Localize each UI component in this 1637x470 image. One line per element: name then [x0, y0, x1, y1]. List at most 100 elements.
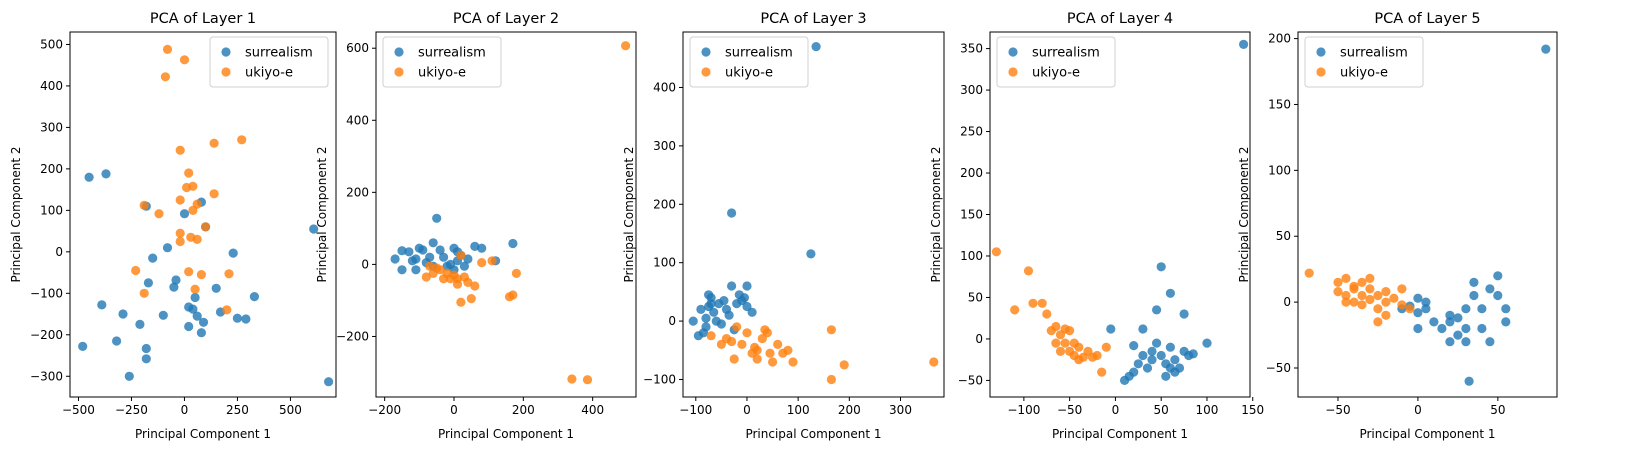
data-point-surrealism	[1147, 346, 1157, 356]
data-point-surrealism	[169, 282, 179, 292]
data-point-ukiyo-e	[1010, 305, 1020, 315]
series-surrealism	[1397, 44, 1551, 386]
data-point-surrealism	[211, 283, 221, 293]
data-point-ukiyo-e	[839, 360, 849, 370]
x-tick-label: 0	[450, 403, 458, 417]
x-tick-label: 150	[1241, 403, 1264, 417]
series-ukiyo-e	[421, 41, 631, 385]
data-point-surrealism	[688, 316, 698, 326]
legend: surrealism ukiyo-e	[689, 36, 809, 88]
pca-panel-layer-5: −50 0 50 −50 0 50 100 150 200 PCA of Layer 5 Princ…	[1237, 11, 1558, 441]
data-point-ukiyo-e	[773, 339, 783, 349]
data-point-surrealism	[1202, 338, 1212, 348]
y-tick-label: −50	[958, 373, 983, 387]
data-point-surrealism	[241, 314, 251, 324]
data-point-ukiyo-e	[732, 322, 742, 332]
data-point-surrealism	[78, 341, 88, 351]
data-point-ukiyo-e	[154, 209, 164, 219]
data-point-surrealism	[407, 256, 417, 266]
data-point-surrealism	[701, 313, 711, 323]
data-point-surrealism	[1453, 313, 1463, 323]
data-point-ukiyo-e	[826, 374, 837, 385]
data-point-surrealism	[739, 293, 750, 303]
y-tick-label: 300	[40, 120, 63, 134]
x-axis-label: Principal Component 1	[1359, 427, 1495, 441]
y-tick-label: 100	[1268, 163, 1291, 177]
data-point-ukiyo-e	[421, 272, 431, 282]
data-point-ukiyo-e	[1341, 273, 1351, 283]
x-tick-label: 300	[889, 403, 912, 417]
data-point-surrealism	[1469, 290, 1479, 301]
y-tick-label: 500	[40, 37, 63, 51]
panel-title: PCA of Layer 3	[760, 11, 866, 27]
data-point-surrealism	[249, 292, 259, 302]
data-point-surrealism	[418, 245, 428, 255]
data-point-ukiyo-e	[439, 274, 449, 284]
data-point-ukiyo-e	[1405, 304, 1415, 314]
data-point-surrealism	[411, 265, 421, 275]
data-point-ukiyo-e	[1357, 300, 1367, 310]
pca-panel-layer-4: −100 −50 0 50 100 150 −50 0 50 100 150 200 250 300 350…	[929, 11, 1264, 441]
x-axis-label: Principal Component 1	[135, 427, 271, 441]
data-point-ukiyo-e	[1365, 294, 1375, 305]
series-ukiyo-e	[131, 44, 247, 315]
data-point-surrealism	[1152, 305, 1162, 315]
data-point-surrealism	[1106, 324, 1116, 334]
data-point-ukiyo-e	[1065, 326, 1075, 336]
legend-frame	[382, 36, 502, 88]
data-point-ukiyo-e	[466, 294, 476, 304]
data-point-surrealism	[811, 42, 821, 52]
x-axis-label: Principal Component 1	[745, 427, 881, 441]
data-point-surrealism	[696, 304, 706, 314]
y-tick-label: 400	[346, 113, 369, 127]
data-point-ukiyo-e	[1349, 297, 1359, 307]
data-point-surrealism	[397, 265, 407, 275]
data-point-surrealism	[184, 321, 194, 332]
data-point-surrealism	[1129, 367, 1139, 377]
data-point-surrealism	[1437, 323, 1447, 334]
data-point-ukiyo-e	[567, 374, 577, 384]
y-tick-label: 300	[653, 139, 676, 153]
legend-marker-ukiyo-e	[1316, 67, 1326, 77]
y-tick-label: 200	[1268, 32, 1291, 46]
panel-title: PCA of Layer 2	[453, 11, 559, 27]
data-point-ukiyo-e	[1373, 304, 1383, 314]
data-point-ukiyo-e	[224, 269, 234, 279]
data-point-ukiyo-e	[139, 288, 149, 298]
legend-marker-surrealism	[221, 47, 231, 57]
data-point-surrealism	[477, 243, 487, 253]
y-tick-label: −200	[30, 328, 63, 342]
data-point-ukiyo-e	[1341, 297, 1351, 307]
data-point-surrealism	[701, 322, 711, 332]
data-point-ukiyo-e	[788, 357, 798, 367]
x-tick-label: 200	[512, 403, 535, 417]
data-point-ukiyo-e	[929, 357, 939, 367]
y-axis-label: Principal Component 2	[929, 146, 943, 282]
legend-marker-ukiyo-e	[701, 67, 711, 77]
x-tick-label: −500	[62, 403, 95, 417]
data-point-ukiyo-e	[1055, 346, 1066, 356]
y-axis-label: Principal Component 2	[9, 146, 23, 282]
y-axis-label: Principal Component 2	[1237, 146, 1251, 282]
pca-panel-layer-3: −100 0 100 200 300 −100 0 100 200 300 400 PCA of La…	[622, 11, 945, 441]
data-point-ukiyo-e	[131, 265, 141, 276]
y-tick-label: 50	[1276, 229, 1291, 243]
x-tick-label: 50	[1490, 403, 1505, 417]
data-point-ukiyo-e	[1097, 367, 1107, 377]
series-ukiyo-e	[706, 322, 939, 385]
panel-title: PCA of Layer 5	[1374, 11, 1480, 27]
data-point-surrealism	[1129, 341, 1139, 351]
data-point-surrealism	[435, 245, 445, 255]
data-point-ukiyo-e	[175, 228, 185, 238]
y-tick-label: 0	[361, 257, 369, 271]
plot-frame	[682, 31, 945, 398]
data-point-surrealism	[439, 252, 449, 262]
data-point-surrealism	[1461, 323, 1471, 334]
data-point-surrealism	[1445, 317, 1455, 327]
plot-frame	[1297, 31, 1558, 398]
data-point-surrealism	[397, 246, 407, 256]
data-point-surrealism	[158, 310, 168, 320]
data-point-ukiyo-e	[1087, 352, 1098, 362]
data-point-surrealism	[171, 275, 181, 285]
data-point-ukiyo-e	[445, 274, 456, 284]
